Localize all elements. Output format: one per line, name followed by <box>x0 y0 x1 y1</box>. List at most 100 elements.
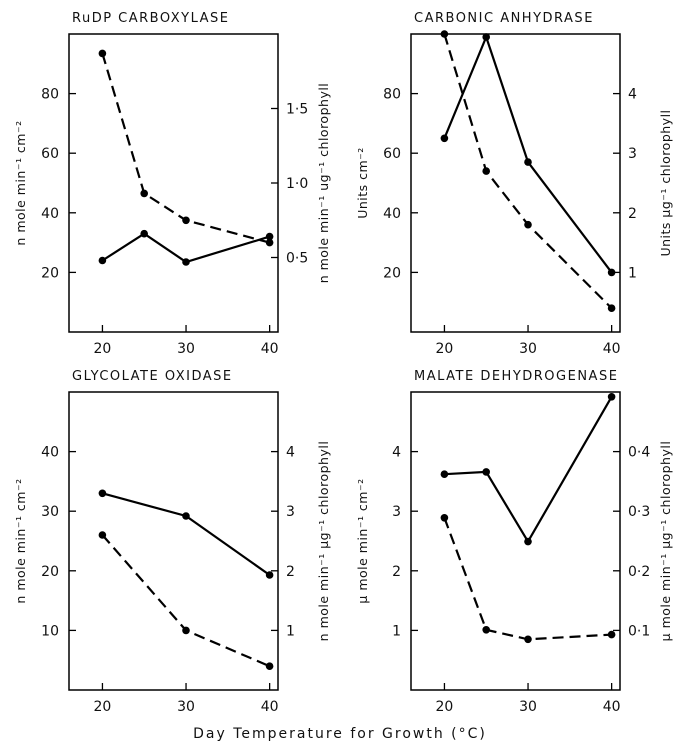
solid-series-line <box>101 232 270 264</box>
solid-series-point <box>482 468 491 476</box>
left-y-tick-label: 4 <box>392 445 401 461</box>
left-y-tick-label: 80 <box>41 87 59 103</box>
panel-carbonic-anhydrase: CARBONIC ANHYDRASE 20 30 40 20 40 60 80 1 2 3 4 Unit… <box>355 11 673 357</box>
right-y-axis-label: n mole min⁻¹ ug⁻¹ chlorophyll <box>316 83 331 284</box>
x-tick-label: 20 <box>436 341 454 357</box>
right-y-tick-label: 2 <box>286 564 295 580</box>
panel-title: MALATE DEHYDROGENASE <box>414 369 618 384</box>
solid-series-point <box>265 571 274 579</box>
solid-series-point <box>482 33 491 41</box>
right-y-axis-label: μ mole min⁻¹ μg⁻¹ chlorophyll <box>658 441 673 642</box>
plot-frame <box>410 391 621 691</box>
left-y-tick-label: 2 <box>392 564 401 580</box>
solid-series-point <box>524 158 532 166</box>
dashed-series-line <box>443 33 613 309</box>
left-y-tick-label: 60 <box>41 146 59 162</box>
x-tick-label: 20 <box>94 699 112 715</box>
dashed-series-point <box>482 167 491 175</box>
right-y-axis-label: Units μg⁻¹ chlorophyll <box>658 109 673 256</box>
panel-title: RuDP CARBOXYLASE <box>72 11 230 26</box>
dashed-series-point <box>440 514 449 522</box>
right-y-tick-label: 1 <box>286 623 295 639</box>
dashed-series-line <box>101 53 270 244</box>
solid-series-point <box>98 489 107 498</box>
left-y-tick-label: 40 <box>383 206 401 222</box>
panel-title: GLYCOLATE OXIDASE <box>72 369 233 384</box>
solid-series-point <box>440 470 449 479</box>
solid-series-point <box>182 258 190 266</box>
left-y-tick-label: 60 <box>383 146 401 162</box>
left-y-tick-label: 3 <box>392 504 401 520</box>
right-y-tick-label: 3 <box>286 504 295 520</box>
right-y-tick-label: 4 <box>286 445 295 461</box>
panel-malate-dehydrogenase: MALATE DEHYDROGENASE 20 30 40 1 2 3 4 0·1 0·2 0·3 0… <box>355 369 673 715</box>
left-y-tick-label: 80 <box>383 87 401 103</box>
plot-frame <box>68 391 279 691</box>
dashed-series-point <box>607 630 616 639</box>
solid-series-point <box>265 232 274 241</box>
left-y-axis-label: μ mole min⁻¹ cm⁻² <box>355 478 370 603</box>
right-y-tick-label: 0·3 <box>628 504 650 520</box>
x-tick-label: 40 <box>603 699 621 715</box>
left-y-tick-label: 20 <box>41 265 59 281</box>
solid-series-point <box>524 537 532 546</box>
solid-series-line <box>443 33 613 274</box>
panel-glycolate-oxidase: GLYCOLATE OXIDASE 20 30 40 10 20 30 40 1 2 3 4 n mol… <box>13 369 331 715</box>
right-y-tick-label: 0·5 <box>286 251 308 267</box>
solid-series-point <box>140 229 148 238</box>
dashed-series-point <box>265 238 274 247</box>
right-y-tick-label: 1 <box>628 265 637 281</box>
solid-series-point <box>440 134 449 143</box>
left-y-tick-label: 40 <box>41 445 59 461</box>
left-y-tick-label: 20 <box>383 265 401 281</box>
dashed-series-point <box>607 304 616 313</box>
right-y-tick-label: 2 <box>628 206 637 222</box>
dashed-series-point <box>524 220 532 229</box>
dashed-series-line <box>101 534 271 668</box>
dashed-series-point <box>182 216 190 225</box>
left-y-tick-label: 1 <box>392 623 401 639</box>
x-tick-label: 30 <box>177 699 195 715</box>
right-y-tick-label: 3 <box>628 146 637 162</box>
solid-series-point <box>182 512 190 520</box>
x-tick-label: 30 <box>519 341 537 357</box>
plot-frame <box>410 33 621 333</box>
solid-series-point <box>607 268 616 277</box>
panel-title: CARBONIC ANHYDRASE <box>414 11 594 26</box>
solid-series-point <box>607 393 616 401</box>
left-y-axis-label: n mole min⁻¹ cm⁻² <box>13 120 28 245</box>
dashed-series-line <box>443 517 612 641</box>
x-tick-label: 30 <box>177 341 195 357</box>
x-tick-label: 20 <box>94 341 112 357</box>
x-tick-label: 30 <box>519 699 537 715</box>
left-y-axis-label: n mole min⁻¹ cm⁻² <box>13 478 28 603</box>
dashed-series-point <box>98 49 107 58</box>
solid-series-point <box>98 256 107 265</box>
panel-rudp-carboxylase: RuDP CARBOXYLASE 20 30 40 20 40 60 80 0·5 1·0 1·5 n… <box>13 11 331 357</box>
right-y-axis-label: n mole min⁻¹ μg⁻¹ chlorophyll <box>316 441 331 642</box>
right-y-tick-label: 0·4 <box>628 445 650 461</box>
solid-series-line <box>444 396 613 544</box>
left-y-tick-label: 30 <box>41 504 59 520</box>
left-y-tick-label: 10 <box>41 623 59 639</box>
x-tick-label: 40 <box>261 341 279 357</box>
dashed-series-point <box>440 30 449 38</box>
right-y-tick-label: 0·1 <box>628 623 650 639</box>
right-y-tick-label: 1·0 <box>286 176 308 192</box>
x-tick-label: 20 <box>436 699 454 715</box>
dashed-series-point <box>482 626 491 634</box>
right-y-tick-label: 0·2 <box>628 564 650 580</box>
left-y-tick-label: 20 <box>41 564 59 580</box>
shared-x-axis-label: Day Temperature for Growth (°C) <box>193 726 487 742</box>
dashed-series-point <box>524 635 532 644</box>
dashed-series-point <box>265 662 274 670</box>
left-y-tick-label: 40 <box>41 206 59 222</box>
x-tick-label: 40 <box>261 699 279 715</box>
dashed-series-point <box>140 189 148 198</box>
right-y-tick-label: 4 <box>628 87 637 103</box>
left-y-axis-label: Units cm⁻² <box>355 147 370 219</box>
dashed-series-point <box>182 626 190 635</box>
dashed-series-point <box>98 531 107 539</box>
